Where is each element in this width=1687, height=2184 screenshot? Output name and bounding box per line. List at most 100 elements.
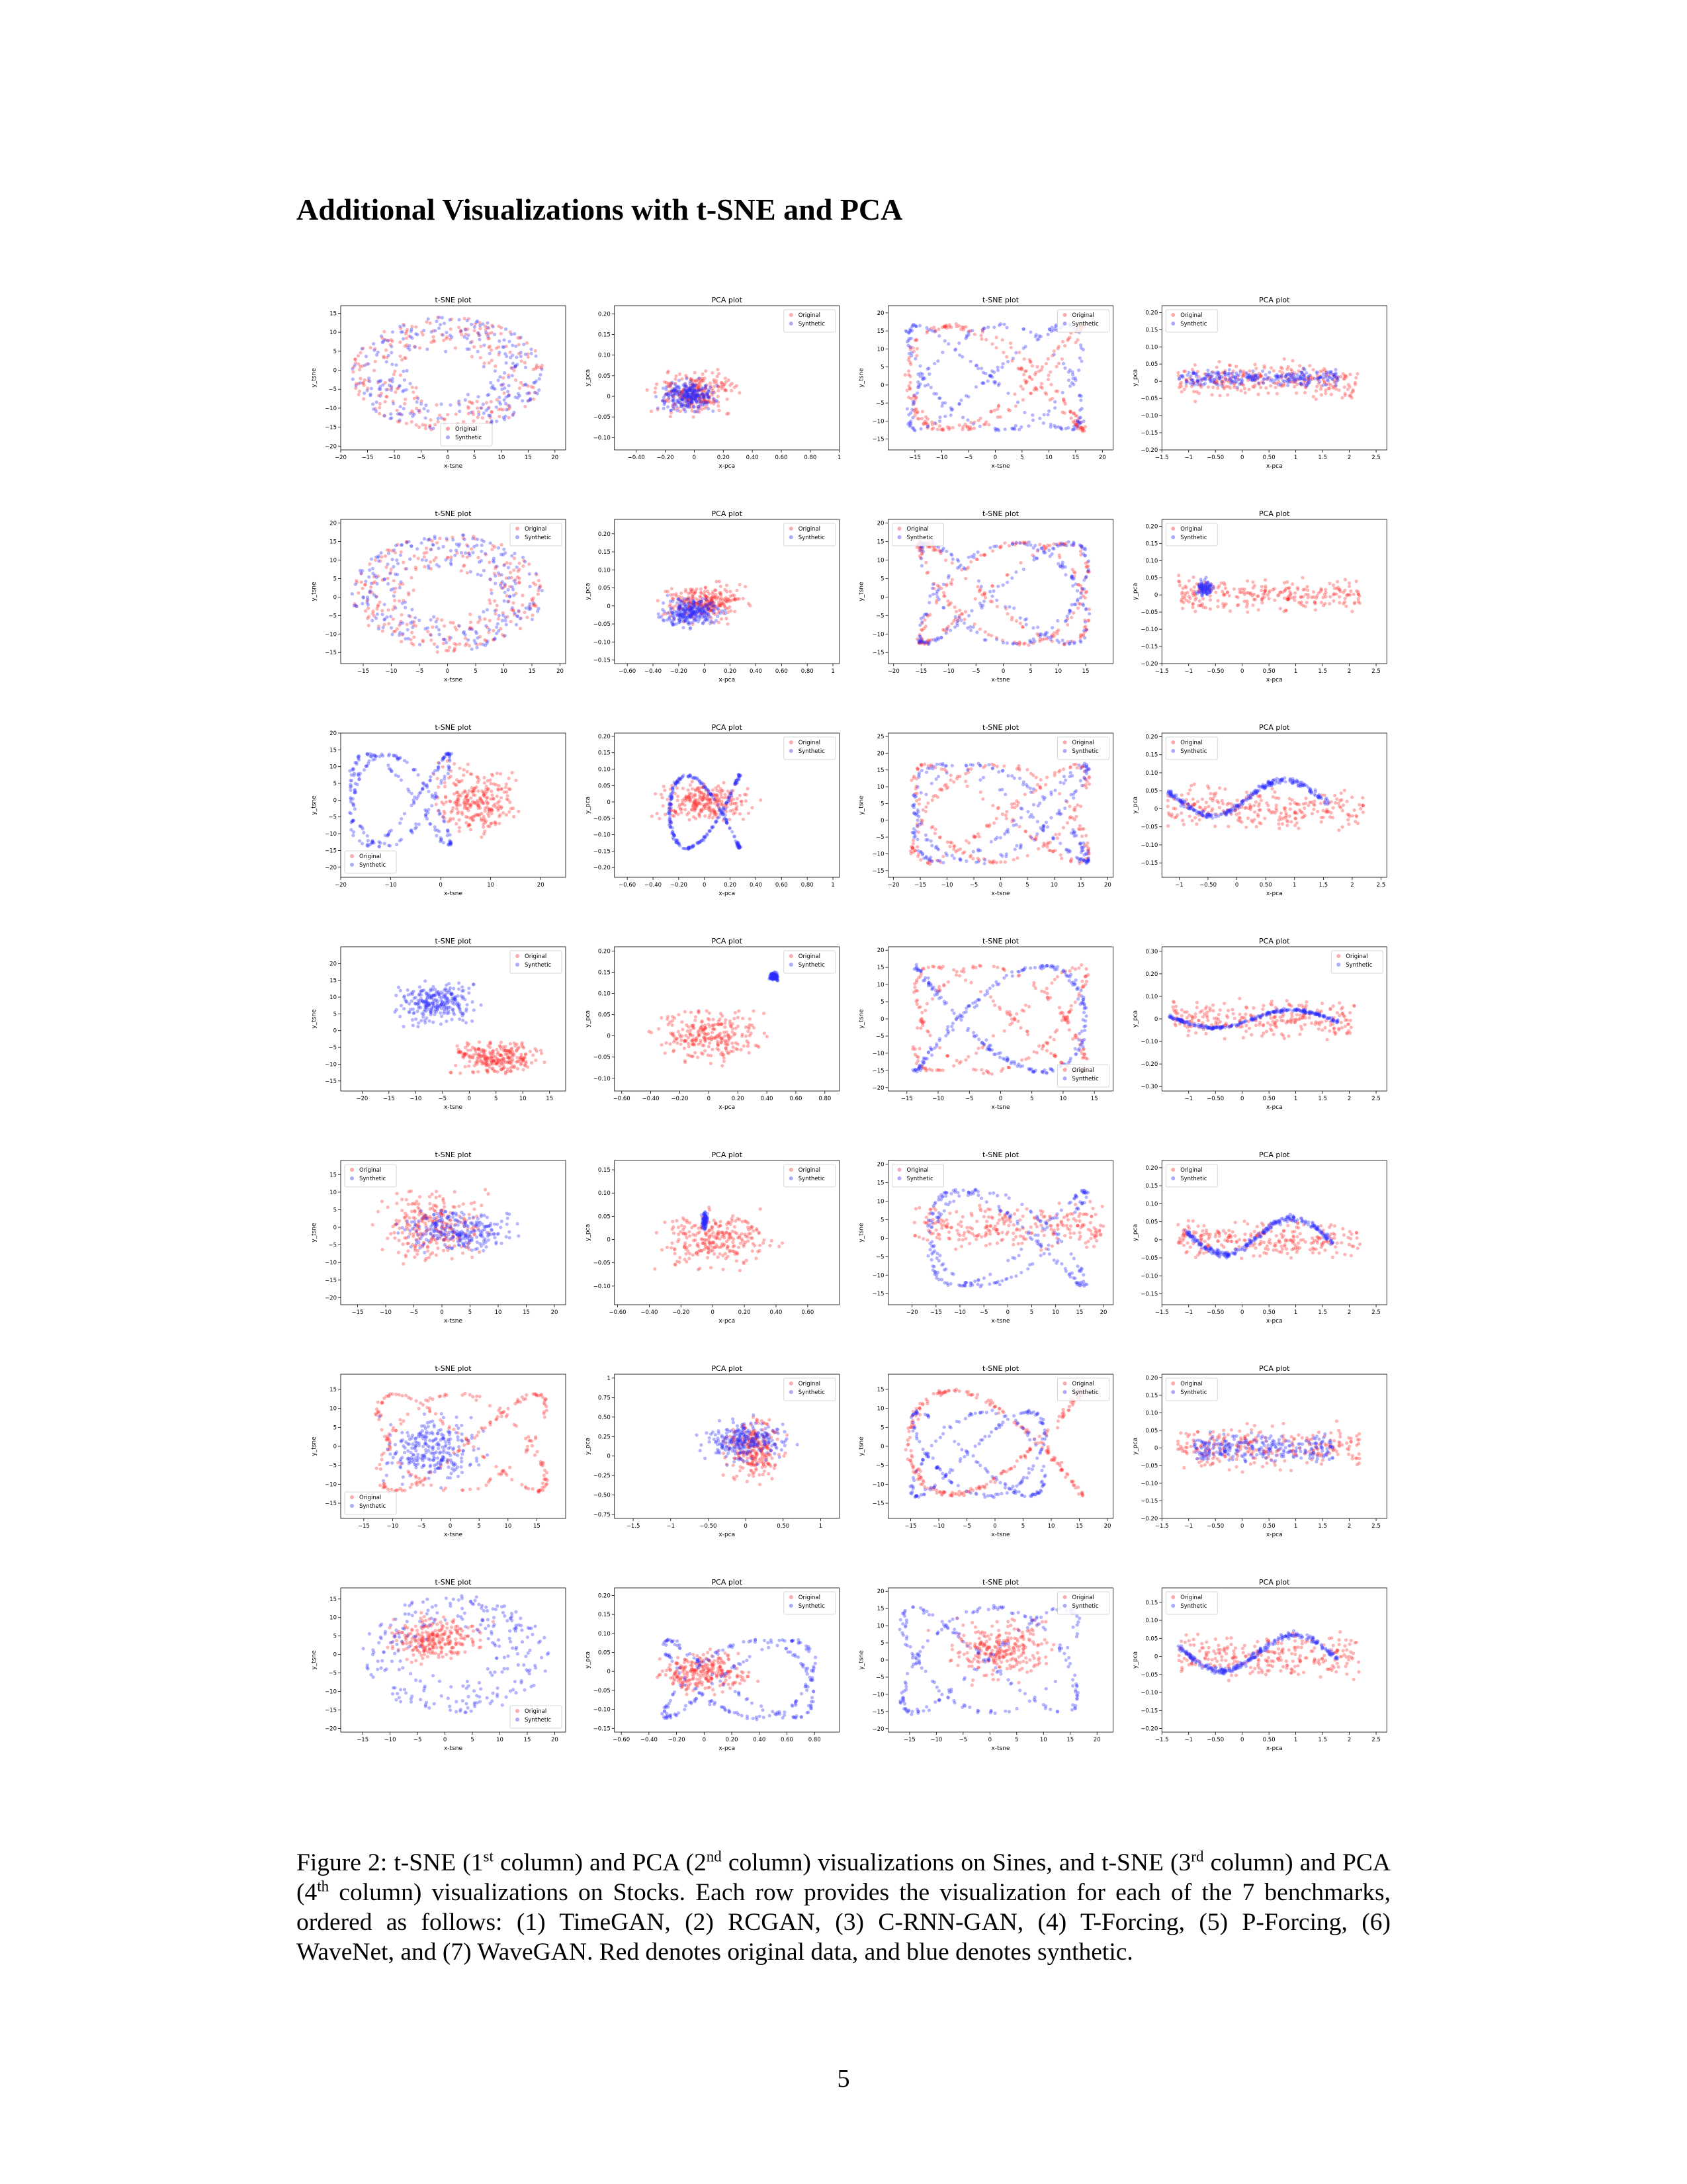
synthetic-point [926, 425, 930, 429]
y-tick-label: −20 [325, 865, 337, 871]
original-point [370, 612, 374, 616]
synthetic-point [1266, 375, 1270, 379]
synthetic-point [1081, 347, 1085, 351]
synthetic-point [667, 617, 671, 621]
original-point [952, 619, 956, 623]
synthetic-point [1021, 567, 1025, 572]
synthetic-point [661, 386, 666, 390]
synthetic-point [388, 378, 392, 382]
synthetic-point [441, 637, 445, 641]
synthetic-point [929, 386, 933, 390]
original-point [1343, 392, 1347, 396]
synthetic-point [465, 318, 469, 323]
original-point [926, 570, 930, 574]
original-point [1246, 610, 1250, 614]
synthetic-point [482, 539, 486, 543]
synthetic-point [533, 380, 537, 384]
original-point [466, 406, 470, 410]
original-point [1063, 344, 1067, 348]
synthetic-point [429, 618, 433, 622]
original-point [403, 356, 407, 360]
synthetic-point [486, 321, 490, 325]
y-axis-label: y_tsne [311, 582, 318, 601]
synthetic-point [390, 558, 394, 562]
original-point [477, 333, 481, 337]
original-point [512, 568, 516, 572]
original-point [521, 603, 525, 607]
subplot-title: t-SNE plot [982, 296, 1019, 304]
x-axis-label: x-pca [718, 463, 735, 470]
synthetic-point [382, 414, 386, 418]
synthetic-point [701, 401, 706, 405]
synthetic-point [386, 353, 390, 357]
original-point [913, 338, 917, 342]
original-point [1017, 351, 1021, 355]
original-point [441, 802, 445, 806]
x-tick-label: 0.20 [724, 668, 736, 675]
original-point [1058, 555, 1062, 560]
synthetic-point [515, 355, 519, 359]
legend-marker [789, 527, 793, 531]
original-point [748, 603, 752, 608]
synthetic-point [1235, 373, 1239, 377]
synthetic-point [1244, 371, 1248, 375]
synthetic-point [390, 351, 394, 355]
original-point [1256, 392, 1260, 396]
original-point [961, 612, 965, 616]
synthetic-point [398, 324, 402, 328]
original-point [449, 774, 453, 779]
synthetic-point [532, 380, 536, 385]
synthetic-point [662, 406, 666, 410]
original-point [514, 778, 518, 782]
original-point [741, 597, 745, 601]
synthetic-point [1063, 366, 1067, 370]
original-point [396, 419, 400, 423]
synthetic-point [1031, 626, 1035, 630]
original-point [1014, 404, 1017, 408]
original-point [499, 787, 503, 791]
original-point [353, 357, 357, 361]
synthetic-point [400, 817, 404, 821]
synthetic-point [1334, 371, 1338, 375]
synthetic-point [1031, 418, 1035, 422]
original-point [361, 346, 365, 351]
synthetic-point [497, 400, 501, 404]
synthetic-point [465, 347, 469, 351]
synthetic-point [1070, 427, 1074, 431]
original-point [1306, 588, 1310, 592]
synthetic-point [394, 572, 398, 576]
y-tick-label: 20 [329, 730, 337, 737]
original-point [951, 425, 955, 429]
synthetic-point [1037, 334, 1041, 338]
original-point [995, 605, 999, 609]
x-tick-label: 0.20 [717, 455, 730, 461]
original-point [1191, 575, 1195, 579]
x-tick-label: −0.40 [644, 668, 662, 675]
original-point [448, 799, 452, 803]
original-point [447, 645, 452, 649]
original-point [462, 316, 466, 321]
synthetic-point [696, 406, 701, 410]
synthetic-point [375, 582, 379, 586]
synthetic-point [951, 408, 955, 412]
original-point [1055, 632, 1059, 636]
original-point [1356, 597, 1360, 601]
synthetic-point [945, 627, 949, 631]
x-tick-label: 0 [994, 455, 997, 461]
synthetic-point [697, 389, 701, 393]
synthetic-point [402, 759, 407, 763]
synthetic-point [502, 563, 506, 567]
original-point [369, 585, 373, 589]
original-point [404, 331, 408, 336]
synthetic-point [442, 322, 447, 326]
original-point [363, 583, 367, 587]
synthetic-point [1305, 381, 1309, 385]
original-point [1216, 599, 1220, 603]
synthetic-point [932, 392, 936, 396]
original-point [487, 326, 491, 330]
synthetic-point [703, 605, 707, 609]
synthetic-point [437, 546, 441, 550]
subplot-2-4: PCA plot−1.5 −1 −0.50 0 0.50 1 1.5 2 2.5−0.20−0.… [1132, 509, 1387, 683]
